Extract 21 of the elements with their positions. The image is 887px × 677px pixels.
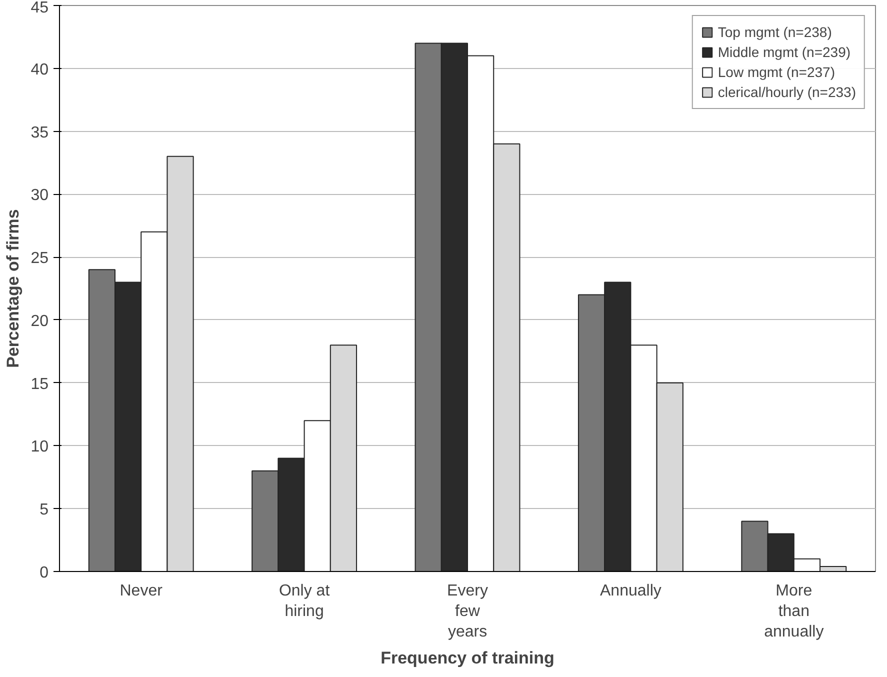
y-tick-label: 0 — [40, 564, 49, 582]
x-tick-label: Every few years — [447, 582, 488, 640]
y-axis-title: Percentage of firms — [4, 209, 23, 368]
legend-label: Middle mgmt (n=239) — [718, 44, 851, 60]
y-tick-label: 5 — [40, 502, 49, 519]
x-axis-title: Frequency of training — [380, 648, 554, 668]
y-tick-label: 45 — [30, 0, 49, 16]
y-tick-label: 10 — [30, 438, 49, 456]
y-tick-label: 30 — [30, 187, 49, 204]
x-tick-label: Never — [120, 582, 164, 600]
legend-label: clerical/hourly (n=233) — [718, 84, 856, 100]
legend-label: Top mgmt (n=238) — [718, 24, 832, 40]
legend-label: Low mgmt (n=237) — [718, 64, 835, 80]
x-tick-label: More than annually — [764, 582, 824, 640]
x-tick-label: Annually — [600, 582, 662, 600]
x-tick-label: Only at hiring — [278, 582, 330, 620]
y-tick-label: 25 — [30, 250, 49, 268]
y-tick-label: 15 — [30, 376, 49, 393]
y-tick-label: 40 — [30, 61, 49, 78]
y-tick-label: 20 — [30, 312, 49, 330]
y-tick-label: 35 — [30, 124, 49, 142]
